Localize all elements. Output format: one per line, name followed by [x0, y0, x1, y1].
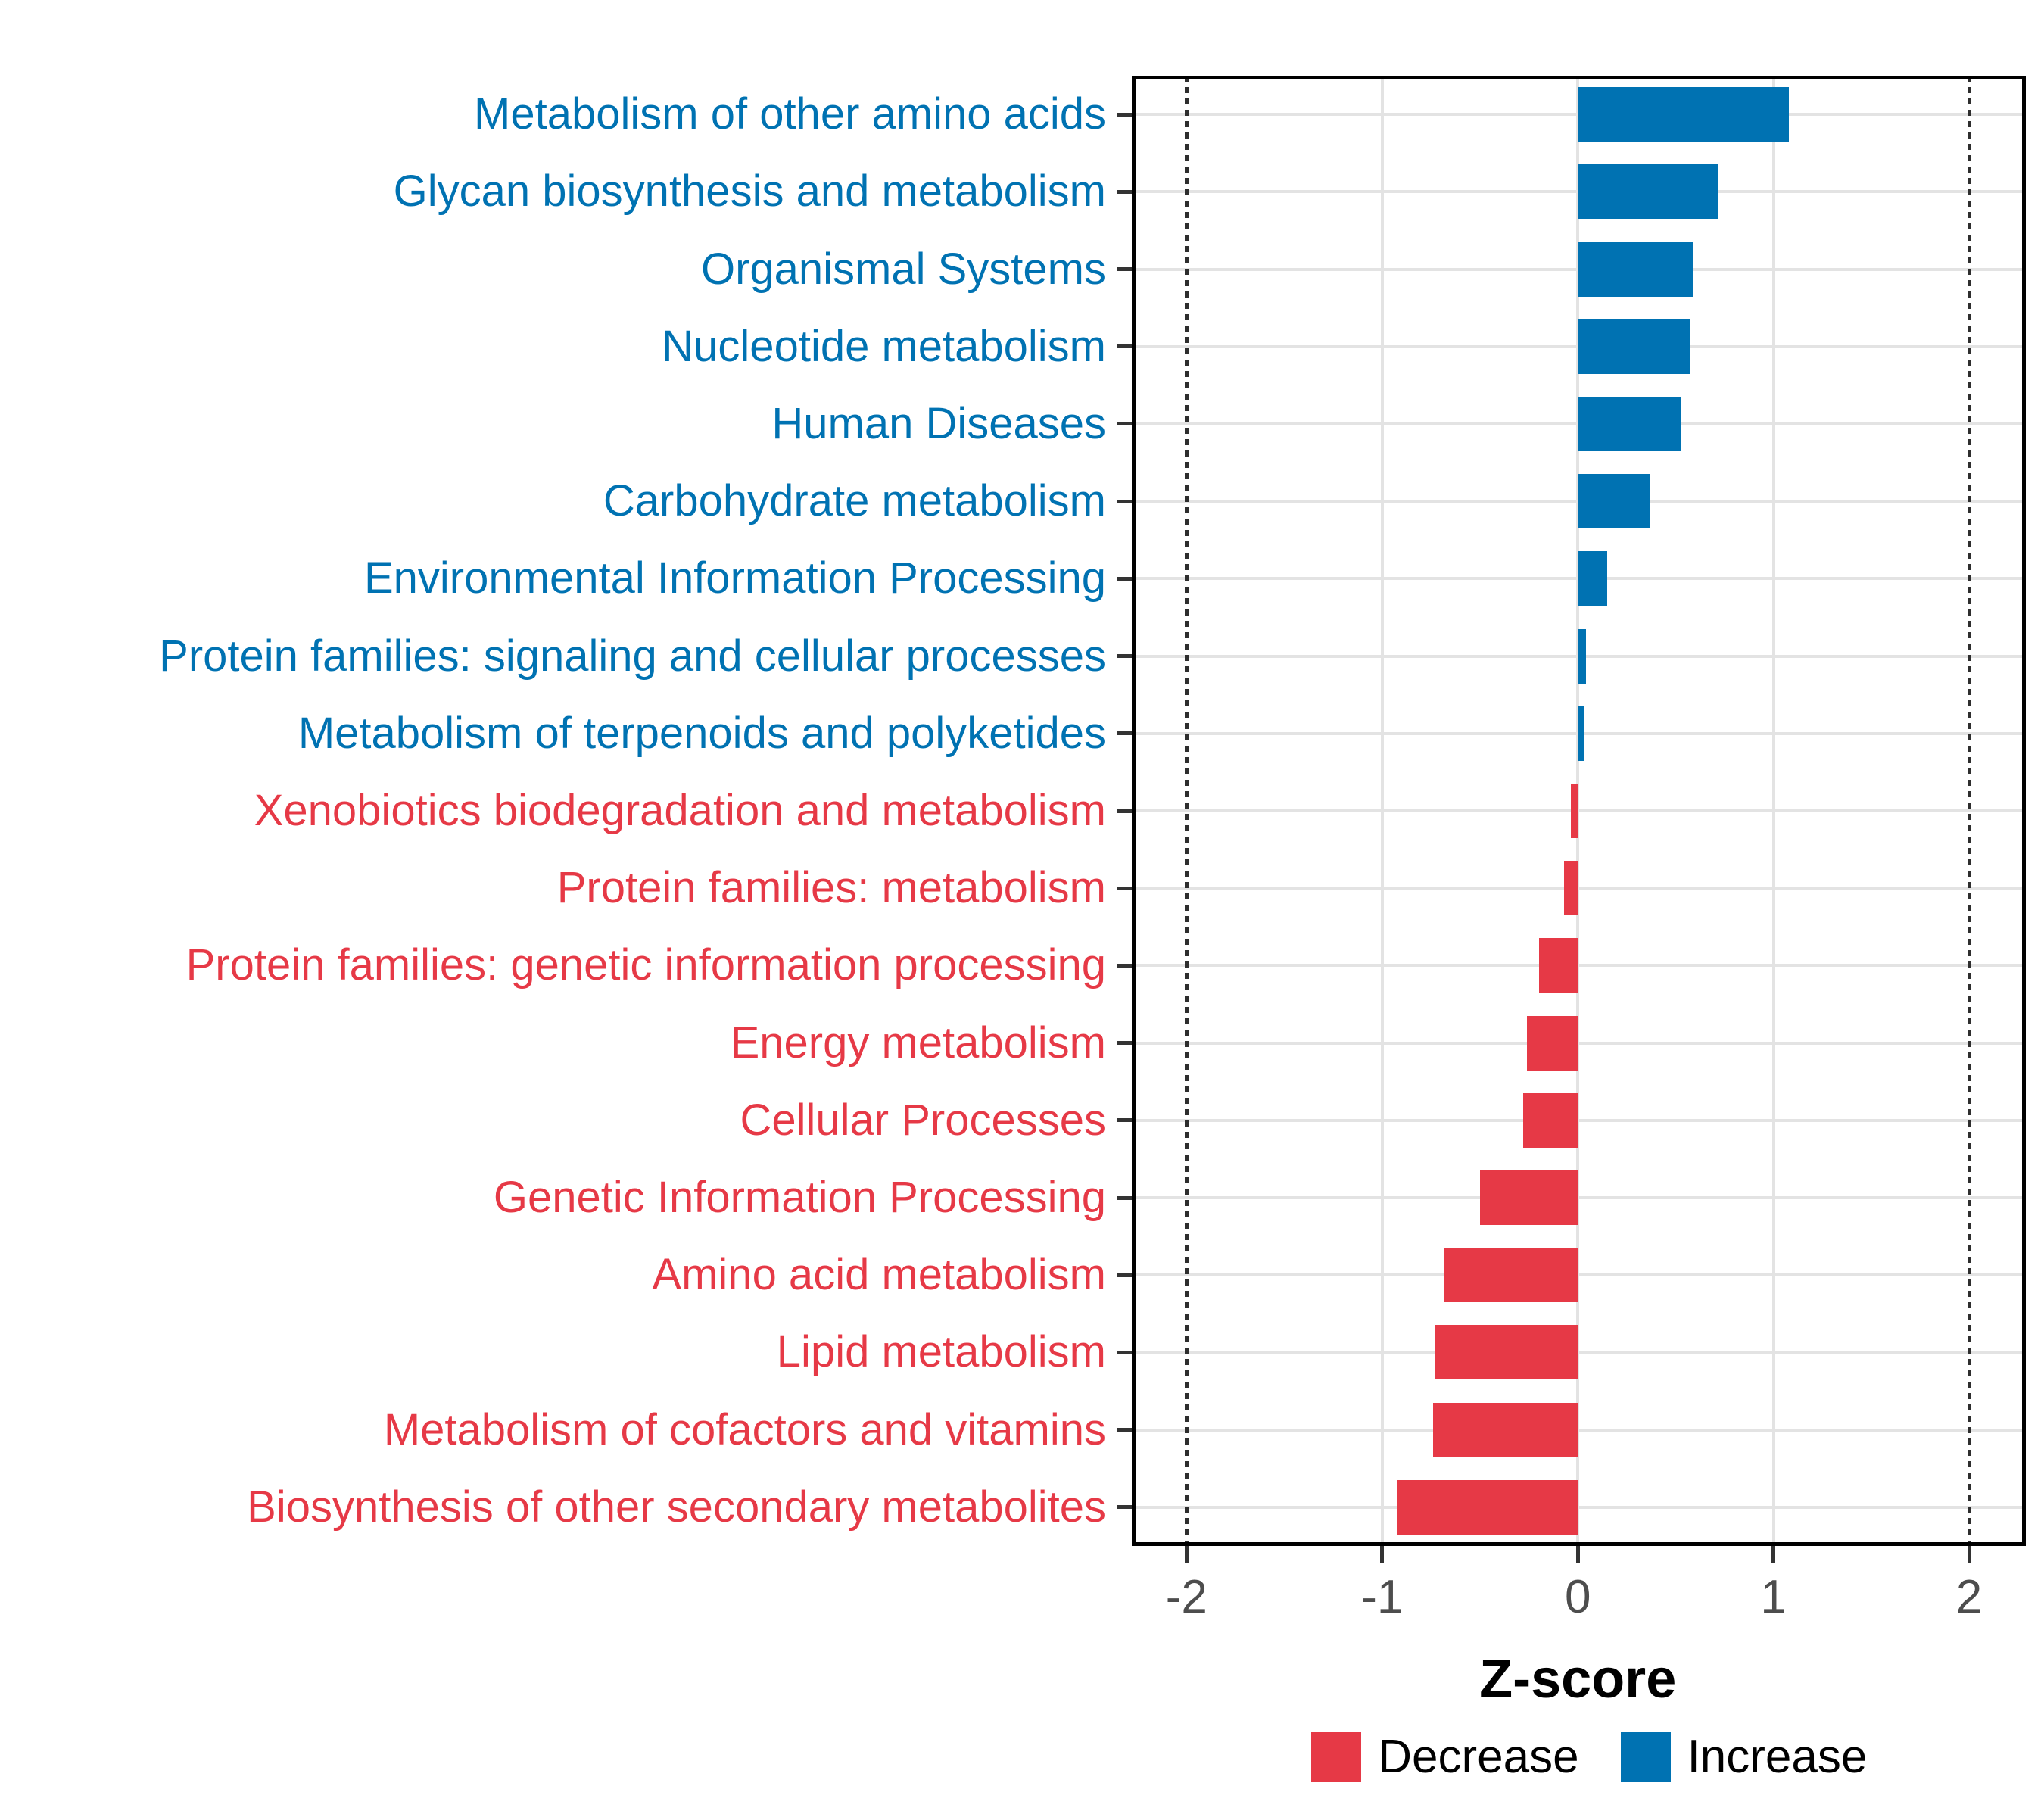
y-axis-label: Nucleotide metabolism [662, 321, 1106, 371]
y-axis-label: Cellular Processes [740, 1095, 1106, 1145]
bar [1435, 1325, 1578, 1380]
dotted-reference-line [1967, 76, 1971, 1546]
bar [1397, 1479, 1578, 1535]
legend-label-decrease: Decrease [1378, 1731, 1579, 1783]
bar [1444, 1248, 1578, 1303]
x-tick-mark [1575, 1546, 1580, 1563]
y-tick-mark [1117, 267, 1132, 272]
x-tick-mark [1184, 1546, 1189, 1563]
y-tick-mark [1117, 886, 1132, 890]
y-axis-label: Amino acid metabolism [652, 1250, 1106, 1300]
x-tick-mark [1380, 1546, 1385, 1563]
y-axis-label: Human Diseases [771, 398, 1106, 448]
bar [1522, 1092, 1578, 1148]
y-tick-mark [1117, 344, 1132, 349]
y-tick-mark [1117, 499, 1132, 503]
bar [1564, 861, 1578, 916]
y-tick-mark [1117, 1273, 1132, 1277]
x-tick-label: -1 [1361, 1571, 1404, 1623]
y-tick-mark [1117, 112, 1132, 117]
y-tick-mark [1117, 963, 1132, 968]
legend: Decrease Increase [1311, 1730, 1867, 1784]
y-axis-label: Metabolism of cofactors and vitamins [383, 1404, 1106, 1454]
dotted-reference-line [1184, 76, 1189, 1546]
bar [1571, 784, 1578, 838]
legend-entry-decrease: Decrease [1311, 1730, 1579, 1784]
x-tick-mark [1967, 1546, 1971, 1563]
bar [1578, 242, 1693, 297]
y-axis-label: Genetic Information Processing [493, 1173, 1106, 1223]
y-axis-label: Protein families: metabolism [556, 863, 1106, 913]
bar [1432, 1402, 1578, 1457]
x-tick-mark [1771, 1546, 1776, 1563]
bar [1578, 628, 1586, 684]
gridline-vertical [1576, 76, 1580, 1546]
legend-label-increase: Increase [1687, 1731, 1868, 1783]
y-tick-mark [1117, 576, 1132, 581]
y-tick-mark [1117, 189, 1132, 194]
y-tick-mark [1117, 809, 1132, 813]
legend-key-increase-swatch [1620, 1731, 1671, 1782]
y-axis-label: Protein families: genetic information pr… [185, 940, 1106, 990]
y-tick-mark [1117, 1350, 1132, 1354]
bar [1578, 87, 1790, 142]
y-axis-label: Protein families: signaling and cellular… [159, 631, 1106, 681]
x-tick-label: 0 [1564, 1571, 1591, 1623]
gridline-vertical [1771, 76, 1775, 1546]
legend-entry-increase: Increase [1620, 1730, 1868, 1784]
y-axis-label: Energy metabolism [730, 1018, 1106, 1067]
y-axis-label: Metabolism of other amino acids [474, 89, 1106, 139]
bar [1527, 1015, 1578, 1071]
y-axis-label: Biosynthesis of other secondary metaboli… [247, 1482, 1106, 1532]
y-tick-mark [1117, 1505, 1132, 1510]
y-axis-label: Organismal Systems [700, 244, 1106, 294]
bar [1538, 938, 1578, 993]
y-axis-label: Lipid metabolism [776, 1327, 1106, 1377]
y-axis-label: Glycan biosynthesis and metabolism [393, 167, 1106, 217]
y-tick-mark [1117, 654, 1132, 659]
x-tick-label: 1 [1760, 1571, 1787, 1623]
y-tick-mark [1117, 1195, 1132, 1200]
y-tick-mark [1117, 422, 1132, 426]
y-axis-label: Metabolism of terpenoids and polyketides [298, 708, 1106, 758]
y-tick-mark [1117, 1041, 1132, 1046]
y-tick-mark [1117, 1428, 1132, 1432]
y-tick-mark [1117, 1118, 1132, 1123]
y-axis-label: Xenobiotics biodegradation and metabolis… [254, 786, 1106, 835]
bar [1578, 551, 1607, 606]
bar [1479, 1170, 1578, 1226]
x-tick-label: -2 [1165, 1571, 1207, 1623]
bar [1578, 706, 1585, 761]
legend-key-decrease-swatch [1311, 1731, 1362, 1782]
bar [1578, 164, 1719, 220]
y-axis-label: Carbohydrate metabolism [603, 476, 1106, 526]
x-axis-title: Z-score [1479, 1649, 1677, 1709]
x-tick-label: 2 [1955, 1571, 1983, 1623]
bar [1578, 396, 1682, 451]
bar [1578, 474, 1650, 529]
gridline-vertical [1380, 76, 1384, 1546]
y-axis-label: Environmental Information Processing [363, 553, 1106, 603]
bar [1578, 319, 1690, 374]
y-tick-mark [1117, 731, 1132, 736]
